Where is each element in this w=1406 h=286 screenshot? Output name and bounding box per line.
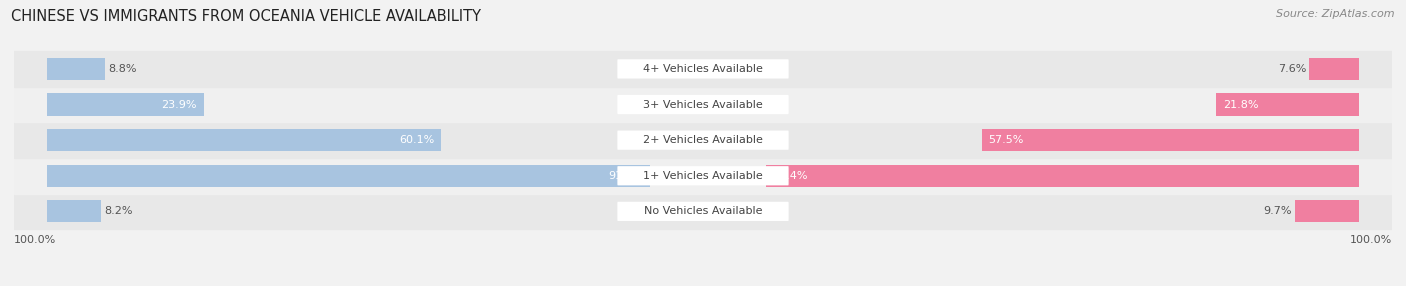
Text: 8.8%: 8.8%: [108, 64, 136, 74]
Text: 60.1%: 60.1%: [399, 135, 434, 145]
FancyBboxPatch shape: [617, 166, 789, 185]
Bar: [46, 129, 441, 151]
Text: 4+ Vehicles Available: 4+ Vehicles Available: [643, 64, 763, 74]
Bar: [46, 200, 101, 223]
FancyBboxPatch shape: [617, 59, 789, 79]
Bar: [1295, 200, 1360, 223]
Text: 90.4%: 90.4%: [772, 171, 808, 181]
Bar: [1216, 94, 1360, 116]
Text: 100.0%: 100.0%: [1350, 235, 1392, 245]
Text: 57.5%: 57.5%: [988, 135, 1024, 145]
FancyBboxPatch shape: [617, 202, 789, 221]
Bar: [981, 129, 1360, 151]
Text: 91.9%: 91.9%: [607, 171, 644, 181]
Text: CHINESE VS IMMIGRANTS FROM OCEANIA VEHICLE AVAILABILITY: CHINESE VS IMMIGRANTS FROM OCEANIA VEHIC…: [11, 9, 481, 23]
Bar: [14, 51, 1392, 87]
Text: 23.9%: 23.9%: [162, 100, 197, 110]
Text: Source: ZipAtlas.com: Source: ZipAtlas.com: [1277, 9, 1395, 19]
Bar: [46, 165, 650, 187]
Text: 9.7%: 9.7%: [1264, 206, 1292, 217]
Text: 21.8%: 21.8%: [1223, 100, 1258, 110]
Text: 100.0%: 100.0%: [14, 235, 56, 245]
Bar: [14, 87, 1392, 122]
Bar: [14, 194, 1392, 229]
Bar: [766, 165, 1360, 187]
Text: 8.2%: 8.2%: [104, 206, 132, 217]
Bar: [14, 158, 1392, 194]
Bar: [46, 58, 104, 80]
FancyBboxPatch shape: [617, 95, 789, 114]
Text: No Vehicles Available: No Vehicles Available: [644, 206, 762, 217]
Bar: [46, 94, 204, 116]
Text: 2+ Vehicles Available: 2+ Vehicles Available: [643, 135, 763, 145]
Bar: [14, 122, 1392, 158]
Bar: [1309, 58, 1360, 80]
FancyBboxPatch shape: [617, 130, 789, 150]
Text: 1+ Vehicles Available: 1+ Vehicles Available: [643, 171, 763, 181]
Text: 3+ Vehicles Available: 3+ Vehicles Available: [643, 100, 763, 110]
Text: 7.6%: 7.6%: [1278, 64, 1306, 74]
